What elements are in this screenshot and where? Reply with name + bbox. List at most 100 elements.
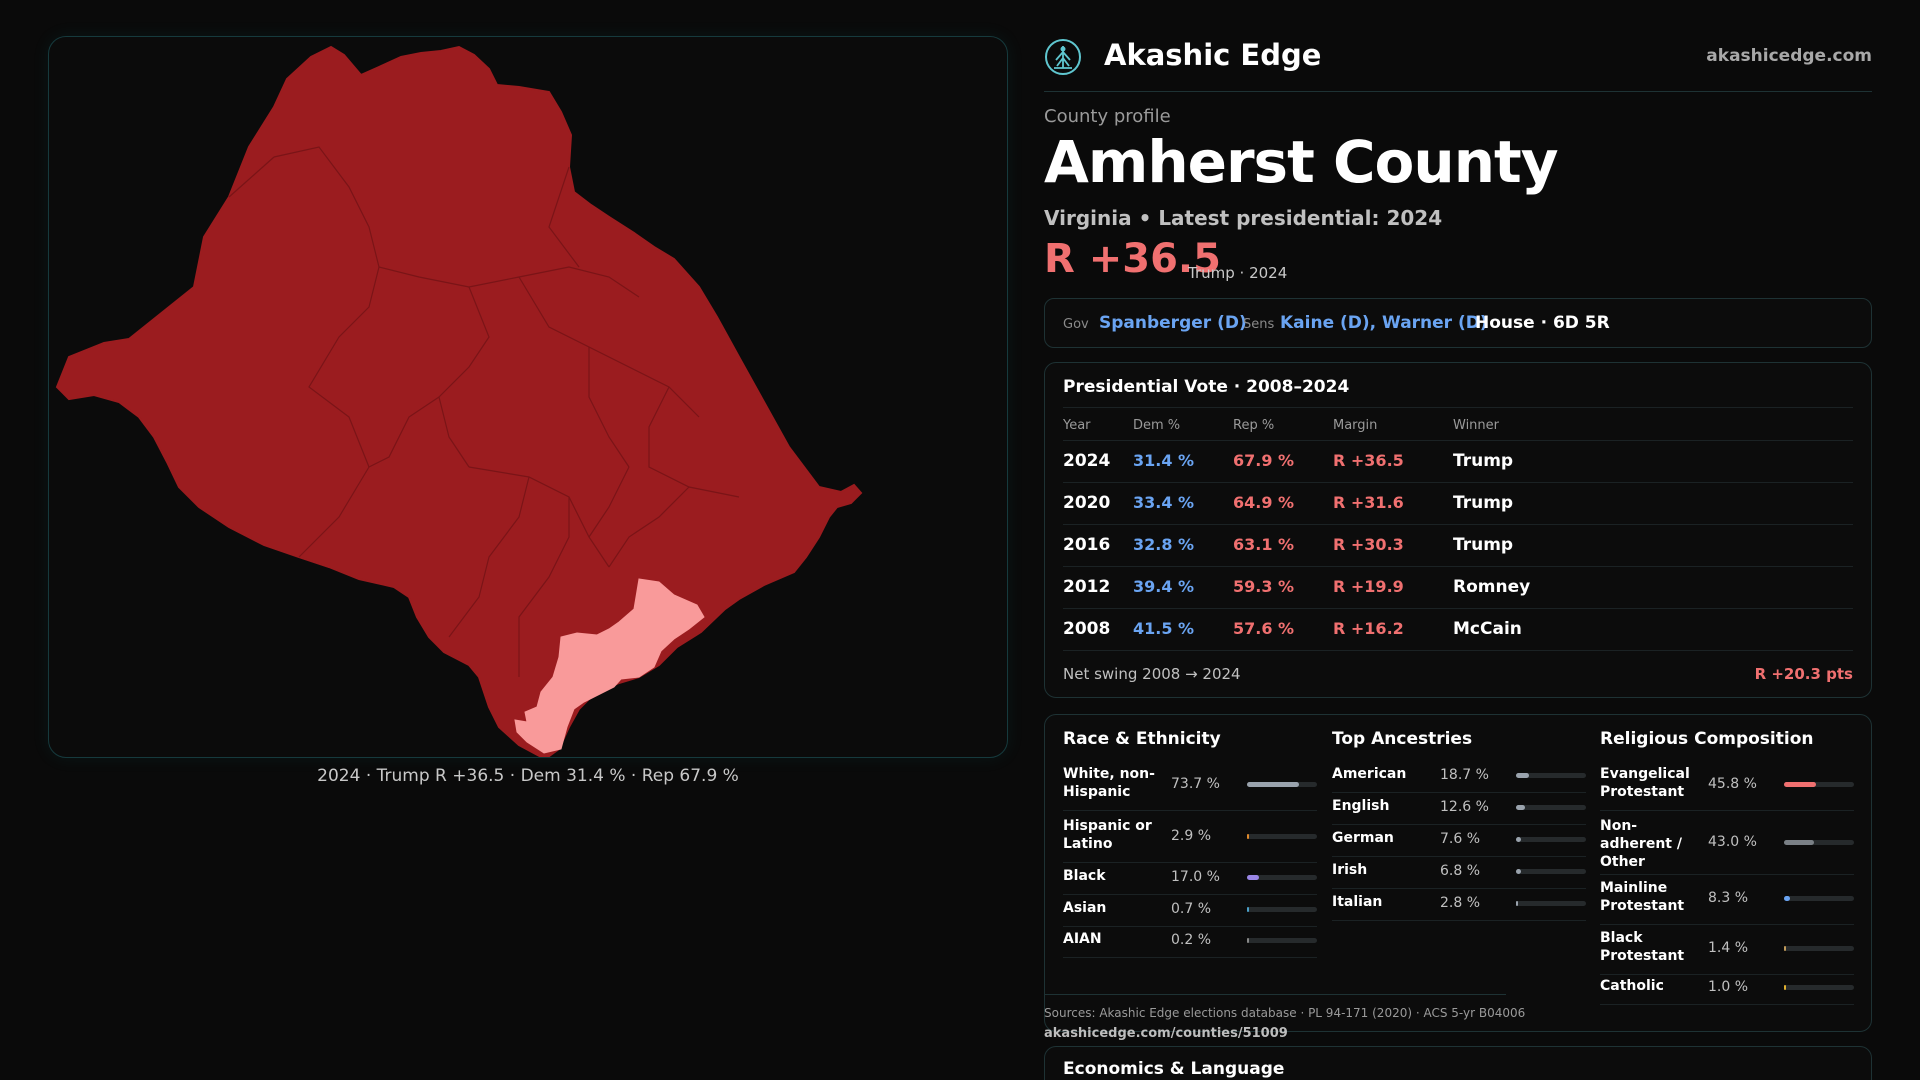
cell-rep: 57.6 %	[1233, 619, 1295, 638]
cell-rep: 63.1 %	[1233, 535, 1295, 554]
item-bar-fill	[1516, 805, 1525, 810]
cell-rep: 67.9 %	[1233, 451, 1295, 470]
item-bar	[1784, 896, 1854, 901]
item-bar	[1784, 782, 1854, 787]
cell-margin: R +16.2	[1333, 619, 1404, 638]
brand-name[interactable]: Akashic Edge	[1104, 38, 1322, 72]
page-title: Amherst County	[1044, 128, 1559, 196]
cell-dem: 41.5 %	[1133, 619, 1195, 638]
religion-title: Religious Composition	[1600, 729, 1814, 749]
cell-year: 2016	[1063, 535, 1111, 555]
net-swing-label: Net swing 2008 → 2024	[1063, 665, 1241, 683]
item-bar	[1516, 837, 1586, 842]
list-item: Mainline Protestant 8.3 %	[1600, 879, 1854, 925]
table-row[interactable]: 2024 31.4 % 67.9 % R +36.5 Trump	[1063, 441, 1853, 483]
presidential-vote-title: Presidential Vote · 2008–2024	[1063, 377, 1350, 397]
cell-year: 2024	[1063, 451, 1111, 471]
gov-label: Gov	[1063, 317, 1089, 332]
item-label: English	[1332, 798, 1390, 814]
item-value: 6.8 %	[1440, 863, 1481, 879]
house-delegation: House · 6D 5R	[1475, 313, 1610, 333]
table-row[interactable]: 2012 39.4 % 59.3 % R +19.9 Romney	[1063, 567, 1853, 609]
item-bar-fill	[1247, 834, 1250, 839]
senators-names[interactable]: Kaine (D), Warner (D)	[1280, 313, 1488, 333]
item-bar	[1516, 805, 1586, 810]
county-map[interactable]	[49, 37, 1008, 758]
county-map-panel	[48, 36, 1008, 758]
cell-winner: McCain	[1453, 619, 1522, 639]
item-bar-fill	[1516, 901, 1518, 906]
sources-divider	[1044, 994, 1506, 995]
net-swing-value: R +20.3 pts	[1754, 665, 1853, 683]
item-label: White, non-Hispanic	[1063, 766, 1155, 800]
site-link[interactable]: akashicedge.com	[1706, 46, 1872, 66]
item-bar-fill	[1247, 938, 1249, 943]
presidential-table-header: Year Dem % Rep % Margin Winner	[1063, 407, 1853, 441]
item-value: 18.7 %	[1440, 767, 1489, 783]
list-item: Catholic 1.0 %	[1600, 977, 1854, 1005]
cell-year: 2012	[1063, 577, 1111, 597]
cell-dem: 33.4 %	[1133, 493, 1195, 512]
county-subdivision-highlight[interactable]	[514, 578, 705, 754]
list-item: AIAN 0.2 %	[1063, 930, 1317, 958]
cell-margin: R +19.9	[1333, 577, 1404, 596]
item-bar-fill	[1784, 946, 1786, 951]
cell-dem: 32.8 %	[1133, 535, 1195, 554]
item-bar	[1516, 901, 1586, 906]
item-value: 1.4 %	[1708, 940, 1749, 956]
senators-label: Sens	[1243, 317, 1275, 332]
col-year: Year	[1063, 418, 1091, 433]
demographics-card: Race & Ethnicity White, non-Hispanic 73.7…	[1044, 714, 1872, 1032]
item-value: 17.0 %	[1171, 869, 1220, 885]
akashic-tree-icon	[1045, 39, 1081, 75]
item-bar	[1516, 773, 1586, 778]
list-item: Hispanic or Latino 2.9 %	[1063, 817, 1317, 863]
item-value: 73.7 %	[1171, 776, 1220, 792]
item-label: Non-adherent / Other	[1600, 818, 1682, 870]
county-shape[interactable]	[55, 45, 863, 758]
economics-title: Economics & Language	[1063, 1059, 1285, 1079]
cell-year: 2008	[1063, 619, 1111, 639]
cell-winner: Trump	[1453, 493, 1514, 513]
source-url-link[interactable]: akashicedge.com/counties/51009	[1044, 1026, 1288, 1041]
table-row[interactable]: 2008 41.5 % 57.6 % R +16.2 McCain	[1063, 609, 1853, 651]
governor-name[interactable]: Spanberger (D)	[1099, 313, 1247, 333]
cell-margin: R +30.3	[1333, 535, 1404, 554]
col-winner: Winner	[1453, 418, 1500, 433]
item-bar-fill	[1784, 896, 1790, 901]
item-label: AIAN	[1063, 931, 1102, 947]
item-bar	[1247, 938, 1317, 943]
item-label: Mainline Protestant	[1600, 880, 1685, 914]
item-bar-fill	[1784, 985, 1786, 990]
item-bar-fill	[1516, 869, 1521, 874]
item-value: 0.7 %	[1171, 901, 1212, 917]
profile-kicker: County profile	[1044, 106, 1171, 127]
item-value: 43.0 %	[1708, 834, 1757, 850]
col-margin: Margin	[1333, 418, 1378, 433]
item-label: Hispanic or Latino	[1063, 818, 1152, 852]
item-label: Italian	[1332, 894, 1383, 910]
table-row[interactable]: 2016 32.8 % 63.1 % R +30.3 Trump	[1063, 525, 1853, 567]
cell-dem: 39.4 %	[1133, 577, 1195, 596]
list-item: Non-adherent / Other 43.0 %	[1600, 817, 1854, 875]
ancestry-title: Top Ancestries	[1332, 729, 1473, 749]
item-label: German	[1332, 830, 1394, 846]
col-rep: Rep %	[1233, 418, 1275, 433]
cell-year: 2020	[1063, 493, 1111, 513]
item-bar-fill	[1784, 840, 1815, 845]
header: Akashic Edge akashicedge.com	[1044, 34, 1872, 92]
item-value: 1.0 %	[1708, 979, 1749, 995]
item-label: Catholic	[1600, 978, 1664, 994]
item-bar	[1784, 946, 1854, 951]
cell-winner: Trump	[1453, 535, 1514, 555]
list-item: Black Protestant 1.4 %	[1600, 929, 1854, 975]
table-row[interactable]: 2020 33.4 % 64.9 % R +31.6 Trump	[1063, 483, 1853, 525]
list-item: Evangelical Protestant 45.8 %	[1600, 765, 1854, 811]
list-item: Italian 2.8 %	[1332, 893, 1586, 921]
cell-winner: Romney	[1453, 577, 1531, 597]
profile-subtitle: Virginia • Latest presidential: 2024	[1044, 206, 1443, 230]
item-bar	[1247, 834, 1317, 839]
item-label: American	[1332, 766, 1407, 782]
list-item: Irish 6.8 %	[1332, 861, 1586, 889]
item-bar-fill	[1784, 782, 1817, 787]
